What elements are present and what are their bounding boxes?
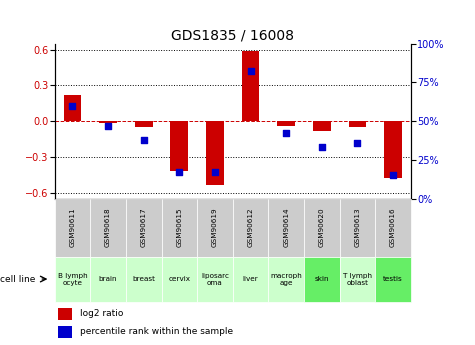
Bar [126, 199, 162, 257]
Bar [313, 121, 331, 131]
Bar [375, 257, 411, 302]
Text: GSM90617: GSM90617 [141, 208, 147, 247]
Bar [99, 121, 117, 124]
Text: GSM90612: GSM90612 [247, 208, 254, 247]
Bar [58, 326, 72, 337]
Bar [90, 257, 126, 302]
Point [247, 69, 255, 74]
Text: B lymph
ocyte: B lymph ocyte [57, 273, 87, 286]
Point [104, 123, 112, 128]
Bar [64, 95, 81, 121]
Bar [197, 199, 233, 257]
Text: GSM90611: GSM90611 [69, 208, 76, 247]
Point [211, 169, 218, 175]
Point [390, 172, 397, 178]
Text: GSM90619: GSM90619 [212, 208, 218, 247]
Text: GSM90615: GSM90615 [176, 208, 182, 247]
Bar [268, 257, 304, 302]
Point [282, 131, 290, 136]
Bar [55, 199, 90, 257]
Bar [233, 199, 268, 257]
Text: cervix: cervix [168, 276, 190, 282]
Point [140, 137, 147, 142]
Bar [375, 199, 411, 257]
Text: macroph
age: macroph age [270, 273, 302, 286]
Bar [268, 199, 304, 257]
Bar [277, 121, 295, 126]
Bar [162, 199, 197, 257]
Bar [206, 121, 224, 185]
Text: percentile rank within the sample: percentile rank within the sample [80, 327, 233, 336]
Text: liver: liver [243, 276, 258, 282]
Bar [233, 257, 268, 302]
Text: GSM90618: GSM90618 [105, 208, 111, 247]
Point [318, 145, 326, 150]
Text: cell line: cell line [0, 275, 36, 284]
Text: breast: breast [132, 276, 155, 282]
Text: GSM90613: GSM90613 [354, 208, 361, 247]
Point [353, 140, 361, 146]
Bar [340, 199, 375, 257]
Bar [58, 307, 72, 319]
Point [176, 169, 183, 175]
Bar [90, 199, 126, 257]
Title: GDS1835 / 16008: GDS1835 / 16008 [171, 28, 294, 42]
Text: GSM90614: GSM90614 [283, 208, 289, 247]
Text: T lymph
oblast: T lymph oblast [343, 273, 372, 286]
Text: testis: testis [383, 276, 403, 282]
Text: GSM90616: GSM90616 [390, 208, 396, 247]
Bar [384, 121, 402, 178]
Bar [55, 257, 90, 302]
Text: liposarc
oma: liposarc oma [201, 273, 229, 286]
Text: GSM90620: GSM90620 [319, 208, 325, 247]
Bar [340, 257, 375, 302]
Bar [304, 199, 340, 257]
Bar [242, 51, 259, 121]
Text: log2 ratio: log2 ratio [80, 309, 123, 318]
Bar [135, 121, 152, 127]
Bar [126, 257, 162, 302]
Text: brain: brain [99, 276, 117, 282]
Bar [197, 257, 233, 302]
Bar [349, 121, 366, 127]
Bar [162, 257, 197, 302]
Bar [304, 257, 340, 302]
Bar [171, 121, 188, 171]
Text: skin: skin [314, 276, 329, 282]
Point [68, 103, 76, 108]
